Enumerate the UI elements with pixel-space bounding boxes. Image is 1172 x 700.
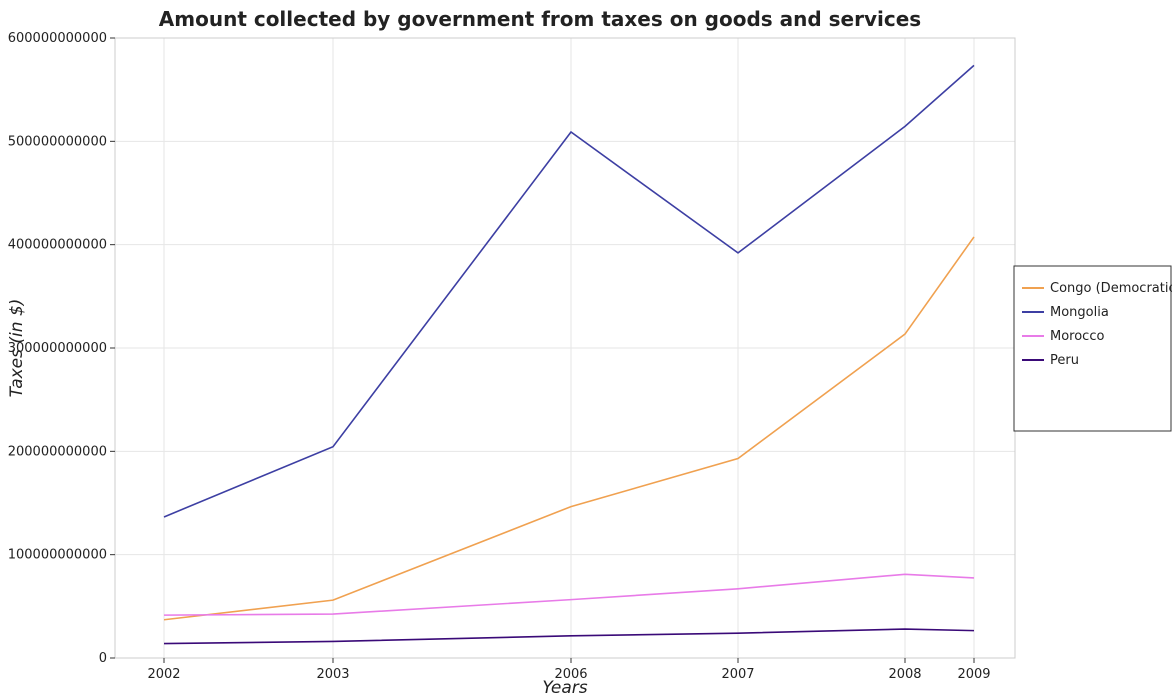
y-tick-label: 600000000000	[8, 31, 107, 46]
grid	[115, 37, 1015, 659]
chart-title: Amount collected by government from taxe…	[159, 7, 921, 31]
y-axis: 0 100000000000 200000000000 300000000000 400…	[8, 31, 115, 666]
legend-box	[1013, 265, 1172, 432]
y-tick-label: 500000000000	[8, 134, 107, 149]
x-axis: 2002 2003 2006 2007 2008 2009	[147, 658, 991, 682]
x-tick-label: 2007	[721, 667, 754, 682]
x-tick-label: 2006	[554, 667, 587, 682]
legend: Congo (Democratic) Mongolia Morocco Peru	[1013, 265, 1172, 432]
legend-entry: Congo (Democratic)	[1050, 281, 1172, 296]
series-line-congo-democratic	[163, 236, 975, 621]
y-tick-label: 400000000000	[8, 238, 107, 253]
y-tick-label: 0	[99, 651, 107, 666]
x-tick-label: 2002	[147, 667, 180, 682]
y-tick-label: 200000000000	[8, 444, 107, 459]
series-line-mongolia	[163, 64, 975, 518]
y-axis-label: Taxes (in $)	[7, 299, 27, 398]
legend-entry: Morocco	[1050, 329, 1104, 344]
y-tick-label: 300000000000	[8, 341, 107, 356]
series-line-morocco	[163, 573, 975, 616]
x-tick-label: 2008	[888, 667, 921, 682]
y-tick-label: 100000000000	[8, 548, 107, 563]
legend-entry: Mongolia	[1050, 305, 1109, 320]
series-line-peru	[163, 628, 975, 645]
legend-entry: Peru	[1050, 353, 1079, 368]
x-tick-label: 2009	[957, 667, 990, 682]
x-tick-label: 2003	[316, 667, 349, 682]
x-axis-label: Years	[542, 678, 587, 698]
series-group	[163, 64, 975, 645]
